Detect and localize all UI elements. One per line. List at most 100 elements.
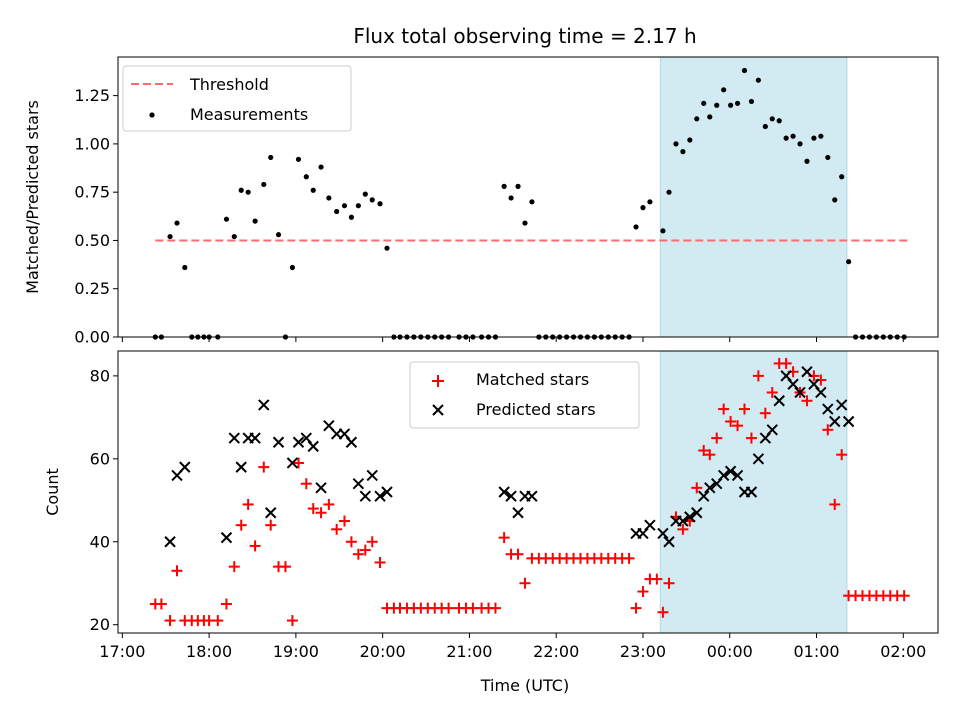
x-tick-label: 18:00 <box>186 642 232 661</box>
legend-predicted-swatch <box>432 404 444 416</box>
matched-star-point <box>292 457 304 469</box>
predicted-star-point <box>794 386 806 399</box>
bottom-legend: Matched stars Predicted stars <box>409 361 640 429</box>
x-tick-label: 21:00 <box>446 642 492 661</box>
legend-measurements-label: Measurements <box>190 105 308 124</box>
matched-star-point <box>258 461 270 473</box>
matched-star-point <box>171 565 183 577</box>
predicted-star-point <box>505 490 517 502</box>
measurement-point <box>334 208 340 215</box>
observing-window-shade <box>659 350 848 634</box>
measurement-point <box>261 181 267 188</box>
measurement-point <box>501 183 507 189</box>
predicted-stars-points <box>164 366 855 548</box>
x-tick-label: 17:00 <box>99 642 145 661</box>
measurement-point <box>694 116 700 122</box>
measurement-point <box>797 141 803 147</box>
matched-star-point <box>498 532 510 544</box>
matched-star-point <box>212 615 224 627</box>
x-axis-label: Time (UTC) <box>480 676 569 695</box>
bottom-panel: 20 40 60 80 17:00 18:00 19:00 20:00 21:00 22:00 23… <box>43 350 939 695</box>
top-y-tick-label: 0.25 <box>74 279 110 298</box>
legend-threshold-label: Threshold <box>189 75 269 94</box>
measurement-point <box>818 133 824 139</box>
matched-star-point <box>738 403 750 415</box>
measurement-point <box>223 216 230 222</box>
top-y-tick-label: 0.00 <box>74 328 110 347</box>
bottom-y-tick-label: 80 <box>90 366 110 385</box>
top-y-tick-label: 0.50 <box>74 231 110 250</box>
matched-star-point <box>766 386 778 398</box>
matched-star-point <box>745 432 757 444</box>
matched-star-point <box>822 424 834 436</box>
top-legend: Threshold Measurements <box>122 65 352 132</box>
predicted-star-point <box>677 515 689 527</box>
predicted-star-point <box>512 507 524 519</box>
bottom-axes-frame <box>117 350 939 634</box>
predicted-star-point <box>235 461 247 473</box>
top-y-tick-label: 1.25 <box>74 86 110 105</box>
measurement-point <box>275 232 282 238</box>
measurement-point <box>811 135 817 141</box>
matched-star-point <box>732 420 744 432</box>
predicted-star-point <box>704 482 716 494</box>
measurement-point <box>734 100 741 106</box>
x-tick-label: 00:00 <box>707 642 753 661</box>
predicted-star-point <box>684 511 696 523</box>
top-axes-frame <box>117 56 939 338</box>
measurement-point <box>804 158 810 164</box>
matched-star-point <box>164 615 176 627</box>
predicted-star-point <box>366 469 378 482</box>
matched-star-point <box>663 577 675 589</box>
top-axis-ticks: 0.00 0.25 0.50 0.75 1.00 1.25 <box>74 86 904 347</box>
x-tick-label: 23:00 <box>620 642 666 661</box>
measurement-point <box>673 141 679 147</box>
predicted-star-point <box>691 507 703 519</box>
matched-star-point <box>691 482 703 494</box>
matched-star-point <box>249 540 261 552</box>
matched-star-point <box>623 552 635 564</box>
matched-star-point <box>512 548 524 560</box>
measurement-point <box>832 197 838 203</box>
legend-predicted-label: Predicted stars <box>476 400 596 419</box>
predicted-star-point <box>717 469 730 482</box>
measurement-point <box>755 77 761 83</box>
matched-star-point <box>366 536 378 548</box>
predicted-star-point <box>526 490 538 502</box>
measurement-point <box>839 174 845 180</box>
top-observing-window-shade <box>659 56 848 338</box>
measurement-point <box>660 228 666 234</box>
x-tick-label: 20:00 <box>360 642 406 661</box>
measurement-point <box>825 154 831 161</box>
matched-star-point <box>228 561 240 573</box>
x-tick-label: 01:00 <box>793 642 839 661</box>
measurement-point <box>252 218 258 224</box>
matched-star-point <box>519 577 531 589</box>
predicted-star-point <box>292 436 305 448</box>
measurement-point <box>362 191 368 197</box>
matched-star-point <box>651 573 663 585</box>
measurement-point <box>640 205 646 211</box>
measurement-point <box>174 220 180 226</box>
predicted-star-point <box>258 399 270 411</box>
measurement-point <box>680 149 686 155</box>
measurement-point <box>714 102 720 108</box>
matched-star-point <box>630 602 642 614</box>
predicted-star-point <box>724 465 737 477</box>
measurement-point <box>268 154 274 161</box>
predicted-star-point <box>829 415 841 428</box>
predicted-star-point <box>265 507 277 519</box>
measurement-point <box>701 100 707 106</box>
measurement-point <box>783 135 789 141</box>
predicted-star-point <box>835 399 848 411</box>
predicted-star-point <box>374 490 386 502</box>
matched-star-point <box>279 561 291 573</box>
x-tick-label: 19:00 <box>273 642 319 661</box>
predicted-star-point <box>315 482 327 494</box>
measurement-point <box>508 195 514 201</box>
matched-star-point <box>323 498 335 510</box>
measurement-point <box>633 224 639 230</box>
measurement-point <box>707 114 713 120</box>
matched-star-point <box>307 503 319 515</box>
matched-star-point <box>345 536 357 548</box>
